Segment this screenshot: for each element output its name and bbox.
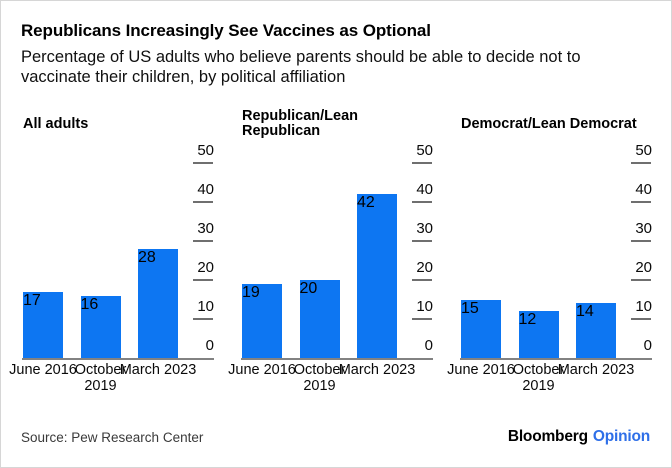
bar-june-2016: 19 [242,283,282,358]
y-tick-mark [193,279,213,281]
figure-header: Republicans Increasingly See Vaccines as… [21,21,657,87]
y-tick-label: 40 [197,181,214,198]
x-axis-label: June 2016 [228,362,296,378]
y-tick-mark [412,201,432,203]
bar-october-2019: 12 [518,311,559,358]
x-axis-label: March 2023 [338,362,416,378]
y-tick-label: 50 [635,142,652,159]
y-tick-mark [193,318,213,320]
x-axis-label: October 2019 [512,362,565,394]
y-tick-mark [631,162,651,164]
panel-title: Democrat/Lean Democrat [461,115,637,132]
y-tick-mark [193,201,213,203]
panel-democrat-lean-democrat: Democrat/Lean Democrat 0 10 20 30 40 50 15 June … [447,101,652,401]
y-tick-label: 0 [424,337,433,354]
bar-october-2019: 20 [299,280,340,358]
brand-logo: Bloomberg Opinion [508,428,650,446]
y-tick-mark [193,162,213,164]
y-tick-label: 10 [197,298,214,315]
y-tick-mark [412,279,432,281]
y-tick-label: 10 [635,298,652,315]
y-tick-mark [412,162,432,164]
y-tick-mark [631,279,651,281]
y-tick-mark [631,240,651,242]
bar-march-2023: 42 [357,194,397,358]
x-axis-line [22,358,214,360]
y-tick-label: 50 [197,142,214,159]
y-tick-label: 0 [205,337,214,354]
x-axis-line [460,358,652,360]
bar-march-2023: 28 [138,248,178,358]
y-tick-label: 20 [416,259,433,276]
figure-title: Republicans Increasingly See Vaccines as… [21,21,431,40]
figure-subtitle: Percentage of US adults who believe pare… [21,48,581,86]
charts-row: All adults 0 10 20 30 40 50 17 June 2016 16 Octobe… [9,101,652,401]
bar-june-2016: 17 [23,291,63,358]
panel-republican-lean-republican: Republican/Lean Republican 0 10 20 30 40 50 19 J… [228,101,433,401]
y-tick-label: 20 [197,259,214,276]
bar-october-2019: 16 [80,295,121,358]
y-tick-label: 30 [416,220,433,237]
x-axis-label: June 2016 [447,362,515,378]
brand-opinion: Opinion [592,428,650,445]
y-tick-label: 0 [643,337,652,354]
y-tick-label: 40 [416,181,433,198]
brand-bloomberg: Bloomberg [507,428,588,445]
y-tick-mark [631,201,651,203]
bar-march-2023: 14 [576,303,616,358]
panel-title: Republican/Lean Republican [242,108,359,139]
x-axis-label: March 2023 [119,362,197,378]
y-tick-label: 10 [416,298,433,315]
y-tick-label: 30 [635,220,652,237]
x-axis-label: October 2019 [74,362,127,394]
y-tick-label: 40 [635,181,652,198]
source-note: Source: Pew Research Center [21,430,204,445]
x-axis-label: June 2016 [9,362,77,378]
panel-title: All adults [23,115,89,132]
y-tick-label: 30 [197,220,214,237]
y-tick-mark [412,318,432,320]
x-axis-label: March 2023 [557,362,635,378]
y-tick-mark [412,240,432,242]
bar-june-2016: 15 [461,299,501,358]
y-tick-label: 50 [416,142,433,159]
y-tick-label: 20 [635,259,652,276]
x-axis-label: October 2019 [293,362,346,394]
panel-all-adults: All adults 0 10 20 30 40 50 17 June 2016 16 Octobe… [9,101,214,401]
x-axis-line [241,358,433,360]
y-tick-mark [193,240,213,242]
y-tick-mark [631,318,651,320]
